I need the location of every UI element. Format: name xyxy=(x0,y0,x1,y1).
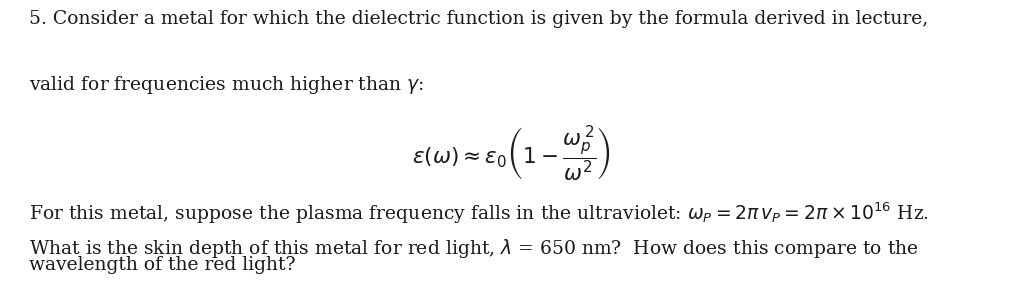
Text: 5. Consider a metal for which the dielectric function is given by the formula de: 5. Consider a metal for which the dielec… xyxy=(29,10,928,28)
Text: For this metal, suppose the plasma frequency falls in the ultraviolet: $\omega_P: For this metal, suppose the plasma frequ… xyxy=(29,201,929,226)
Text: $\varepsilon(\omega) \approx \varepsilon_0\left(1 - \dfrac{\omega_p^{\,2}}{\omeg: $\varepsilon(\omega) \approx \varepsilon… xyxy=(413,124,611,184)
Text: What is the skin depth of this metal for red light, $\lambda$ = 650 nm?  How doe: What is the skin depth of this metal for… xyxy=(29,237,919,260)
Text: wavelength of the red light?: wavelength of the red light? xyxy=(29,256,295,274)
Text: valid for frequencies much higher than $\gamma$:: valid for frequencies much higher than $… xyxy=(29,74,424,96)
